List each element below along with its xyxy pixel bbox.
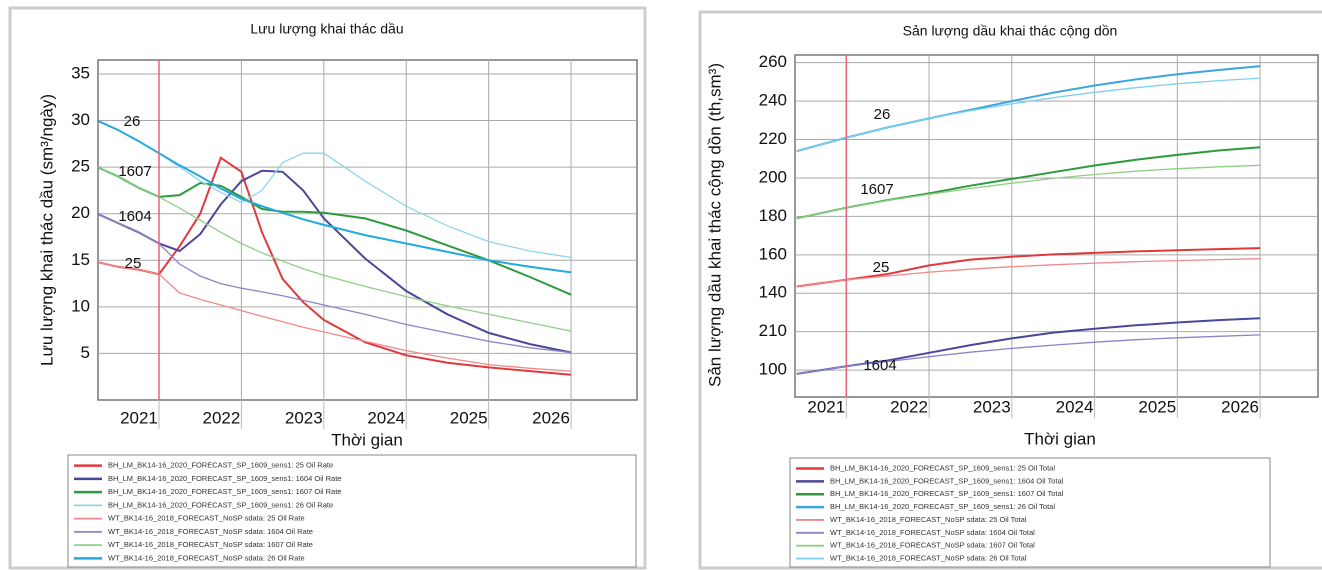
- legend-label: WT_BK14-16_2018_FORECAST_NoSP sdata: 25 …: [830, 515, 1027, 524]
- y-tick-label: 10: [71, 296, 90, 315]
- y-tick-label: 20: [71, 203, 90, 222]
- y-axis-title: Lưu lượng khai thác dầu (sm³/ngày): [37, 94, 56, 366]
- plot-area: [794, 54, 1319, 398]
- x-tick-label: 2025: [1138, 397, 1176, 416]
- series-line: [796, 164, 1261, 219]
- annotation: 25: [125, 255, 142, 272]
- y-tick-label: 140: [759, 283, 787, 302]
- series-line: [796, 77, 1261, 152]
- annotation: 1607: [118, 163, 151, 180]
- legend-label: BH_LM_BK14-16_2020_FORECAST_SP_1609_sens…: [830, 476, 1064, 485]
- y-tick-label: 35: [71, 63, 90, 82]
- legend-label: WT_BK14-16_2018_FORECAST_NoSP sdata: 160…: [108, 540, 313, 549]
- legend-label: WT_BK14-16_2018_FORECAST_NoSP sdata: 26 …: [830, 554, 1027, 563]
- x-tick-label: 2022: [890, 397, 928, 416]
- x-tick-label: 2024: [1056, 397, 1094, 416]
- series-line: [796, 247, 1261, 288]
- legend-label: BH_LM_BK14-16_2020_FORECAST_SP_1609_sens…: [108, 474, 341, 483]
- legend-label: BH_LM_BK14-16_2020_FORECAST_SP_1609_sens…: [108, 500, 333, 509]
- legend-label: BH_LM_BK14-16_2020_FORECAST_SP_1609_sens…: [830, 502, 1055, 511]
- annotation: 1604: [118, 208, 151, 225]
- legend-label: BH_LM_BK14-16_2020_FORECAST_SP_1609_sens…: [830, 489, 1064, 498]
- x-tick-label: 2024: [367, 408, 405, 427]
- y-tick-label: 200: [759, 167, 787, 186]
- y-tick-label: 30: [71, 110, 90, 129]
- legend-label: WT_BK14-16_2018_FORECAST_NoSP sdata: 160…: [108, 527, 313, 536]
- x-axis-title: Thời gian: [1024, 429, 1096, 448]
- x-tick-label: 2022: [202, 408, 240, 427]
- y-axis-title: Sản lượng dầu khai thác cộng dồn (th,sm³…: [705, 63, 724, 387]
- series-line: [98, 166, 572, 332]
- x-tick-label: 2023: [285, 408, 323, 427]
- x-tick-label: 2023: [973, 397, 1011, 416]
- legend-label: BH_LM_BK14-16_2020_FORECAST_SP_1609_sens…: [830, 463, 1055, 472]
- y-tick-label: 15: [71, 250, 90, 269]
- series-line: [98, 213, 572, 354]
- legend-label: WT_BK14-16_2018_FORECAST_NoSP sdata: 160…: [830, 528, 1035, 537]
- y-tick-label: 210: [759, 321, 787, 340]
- y-tick-label: 260: [759, 52, 787, 71]
- y-tick-label: 25: [71, 157, 90, 176]
- annotation: 26: [124, 113, 141, 130]
- y-tick-label: 100: [759, 360, 787, 379]
- legend-box: [67, 454, 637, 568]
- x-tick-label: 2026: [532, 408, 570, 427]
- y-tick-label: 5: [81, 343, 90, 362]
- annotation: 1604: [863, 357, 896, 374]
- annotation: 25: [873, 259, 890, 276]
- legend-label: WT_BK14-16_2018_FORECAST_NoSP sdata: 26 …: [108, 553, 305, 562]
- series-line: [796, 317, 1261, 375]
- y-tick-label: 180: [759, 206, 787, 225]
- series-line: [796, 258, 1261, 288]
- series-line: [98, 261, 572, 372]
- chart-title: Sản lượng dầu khai thác cộng dồn: [903, 23, 1118, 39]
- annotation: 26: [874, 106, 891, 123]
- x-tick-label: 2021: [807, 397, 845, 416]
- legend-label: WT_BK14-16_2018_FORECAST_NoSP sdata: 160…: [830, 541, 1035, 550]
- x-tick-label: 2026: [1221, 397, 1259, 416]
- legend-box: [789, 457, 1271, 568]
- legend-label: WT_BK14-16_2018_FORECAST_NoSP sdata: 25 …: [108, 514, 305, 523]
- y-tick-label: 220: [759, 129, 787, 148]
- x-axis-title: Thời gian: [331, 430, 403, 449]
- legend-label: BH_LM_BK14-16_2020_FORECAST_SP_1609_sens…: [108, 461, 333, 470]
- legend-label: BH_LM_BK14-16_2020_FORECAST_SP_1609_sens…: [108, 487, 341, 496]
- x-tick-label: 2025: [450, 408, 488, 427]
- y-tick-label: 160: [759, 244, 787, 263]
- series-line: [796, 334, 1261, 375]
- annotation: 1607: [860, 181, 893, 198]
- x-tick-label: 2021: [120, 408, 158, 427]
- series-line: [98, 119, 572, 274]
- y-tick-label: 240: [759, 91, 787, 110]
- chart-title: Lưu lượng khai thác dầu: [250, 21, 403, 37]
